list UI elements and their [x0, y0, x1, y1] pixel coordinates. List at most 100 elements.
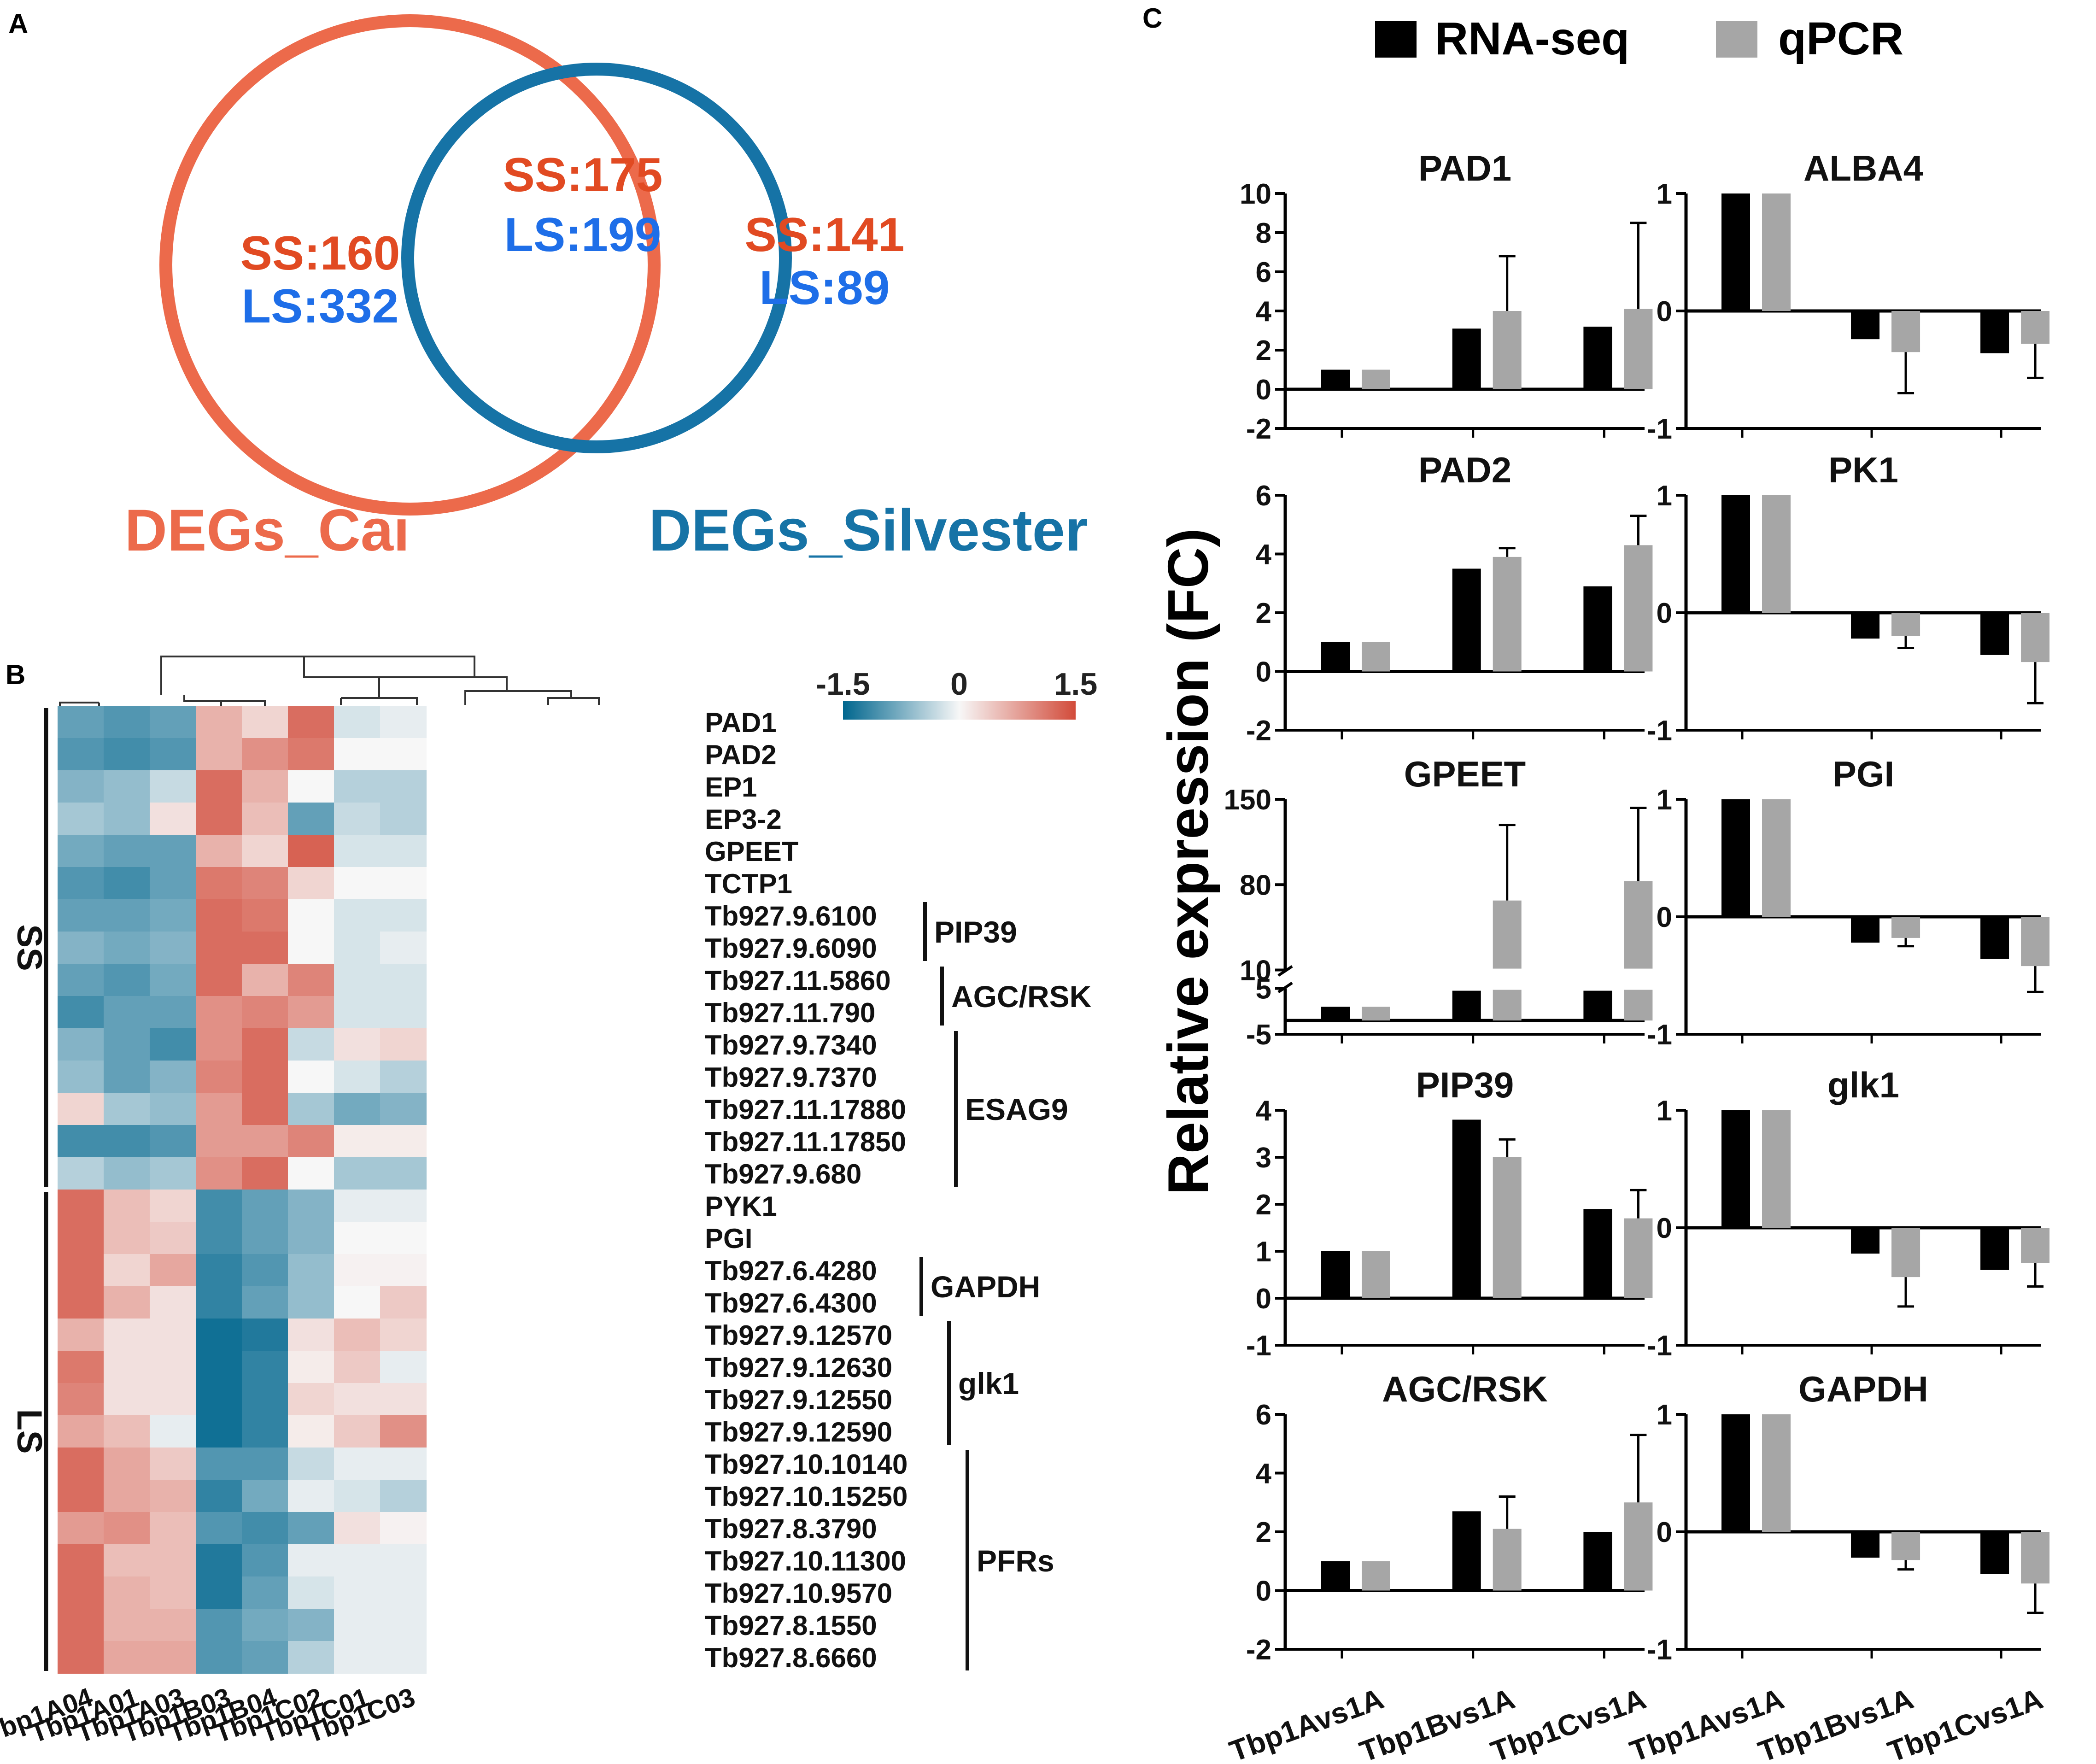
heat-cell-tb927-11-790-tbp1b03 [196, 996, 242, 1029]
legend-label-rnaseq: RNA-seq [1435, 13, 1629, 64]
bar-qpcr-tbp1bvs1a [1493, 1157, 1522, 1298]
heat-cell-tb927-8-3790-tbp1c01 [334, 1512, 381, 1545]
y-tick-label: -1 [1647, 1634, 1672, 1666]
heat-cell-pyk1-tbp1c03 [380, 1190, 427, 1222]
legend-label-qpcr: qPCR [1778, 13, 1903, 64]
heat-cell-tb927-9-12630-tbp1c03 [380, 1351, 427, 1383]
bar-rna-seq-tbp1bvs1a [1851, 917, 1880, 943]
heat-cell-tb927-10-11300-tbp1b04 [242, 1544, 288, 1577]
heat-cell-tb927-11-790-tbp1c03 [380, 996, 427, 1029]
bar-qpcr-tbp1cvs1a [2021, 917, 2050, 967]
heat-cell-tb927-11-17850-tbp1a03 [150, 1125, 196, 1158]
heat-cell-pgi-tbp1b04 [242, 1222, 288, 1254]
heat-cell-tb927-8-1550-tbp1c02 [288, 1609, 334, 1641]
heat-cell-tb927-9-6100-tbp1a01 [104, 899, 150, 932]
heat-cell-tb927-9-12570-tbp1c01 [334, 1319, 381, 1351]
subplot-pad2: PAD2 -2 0 2 4 6 [1246, 450, 1653, 747]
heat-cell-tb927-11-17880-tbp1a03 [150, 1093, 196, 1125]
heat-cell-tb927-11-5860-tbp1a01 [104, 964, 150, 996]
heat-cell-tb927-9-7370-tbp1c01 [334, 1061, 381, 1093]
heat-cell-tb927-9-6100-tbp1a03 [150, 899, 196, 932]
heat-cell-gpeet-tbp1c02 [288, 835, 334, 867]
bracket-label-glk1: glk1 [958, 1366, 1019, 1401]
heat-cell-tb927-9-12630-tbp1c01 [334, 1351, 381, 1383]
heat-cell-tb927-11-17850-tbp1b03 [196, 1125, 242, 1158]
heat-cell-pad1-tbp1a04 [58, 706, 104, 738]
heat-row-label: PAD1 [705, 707, 777, 738]
venn-overlap-ss: SS:175 [503, 148, 663, 202]
heat-cell-tb927-10-10140-tbp1a01 [104, 1448, 150, 1480]
heat-row-label: Tb927.8.3790 [705, 1513, 877, 1544]
heat-cell-tb927-9-12570-tbp1c03 [380, 1319, 427, 1351]
heat-cell-tb927-8-1550-tbp1a01 [104, 1609, 150, 1641]
bar-rna-seq-tbp1cvs1a [1980, 1532, 2009, 1574]
heat-row-label: Tb927.9.6090 [705, 933, 877, 964]
heat-cell-tb927-10-15250-tbp1c02 [288, 1480, 334, 1512]
bar-rna-seq-tbp1bvs1a [1452, 990, 1481, 1021]
heat-cell-tb927-9-12570-tbp1a04 [58, 1319, 104, 1351]
heatmap-cells [58, 706, 427, 1674]
bar-rna-seq-tbp1cvs1a [1583, 1532, 1612, 1591]
heat-cell-ep3-2-tbp1a04 [58, 803, 104, 835]
heat-cell-tb927-6-4300-tbp1c03 [380, 1286, 427, 1319]
dendro-branch [507, 690, 572, 698]
heat-cell-tb927-6-4300-tbp1b03 [196, 1286, 242, 1319]
heat-cell-ep1-tbp1a03 [150, 770, 196, 803]
heat-cell-tb927-9-6090-tbp1a03 [150, 932, 196, 964]
heat-row-label: Tb927.10.15250 [705, 1481, 907, 1512]
legend-swatch-qpcr [1716, 21, 1757, 58]
subplot-title: AGC/RSK [1382, 1369, 1548, 1409]
heat-cell-tctp1-tbp1a04 [58, 867, 104, 900]
heat-cell-tb927-10-10140-tbp1c02 [288, 1448, 334, 1480]
heat-row-label: Tb927.9.6100 [705, 901, 877, 932]
y-tick-label: 6 [1256, 257, 1271, 288]
heat-cell-tb927-11-5860-tbp1c01 [334, 964, 381, 996]
heat-cell-tb927-11-17880-tbp1a01 [104, 1093, 150, 1125]
venn-silvester-only-ss: SS:141 [745, 208, 905, 262]
heat-cell-tb927-10-15250-tbp1b03 [196, 1480, 242, 1512]
heat-cell-tctp1-tbp1a01 [104, 867, 150, 900]
y-tick-label: 6 [1256, 1399, 1271, 1431]
heat-cell-tb927-11-17880-tbp1c01 [334, 1093, 381, 1125]
heat-cell-tb927-11-5860-tbp1c03 [380, 964, 427, 996]
y-tick-label: 1 [1657, 1399, 1672, 1431]
heat-cell-tb927-9-7340-tbp1b04 [242, 1028, 288, 1061]
heat-cell-tb927-9-7340-tbp1c03 [380, 1028, 427, 1061]
heat-cell-tb927-9-12550-tbp1c03 [380, 1383, 427, 1416]
heat-row-label: Tb927.9.7340 [705, 1030, 877, 1061]
heat-cell-ep1-tbp1b04 [242, 770, 288, 803]
heat-cell-tb927-6-4280-tbp1a04 [58, 1254, 104, 1287]
bar-qpcr-tbp1bvs1a [1891, 1228, 1920, 1278]
y-tick-label: -5 [1246, 1019, 1271, 1051]
dendro-branch [304, 656, 475, 677]
heat-cell-pad2-tbp1a04 [58, 738, 104, 771]
colorbar: -1.5 0 1.5 [816, 667, 1097, 720]
heat-cell-tb927-8-1550-tbp1c03 [380, 1609, 427, 1641]
heat-cell-pad1-tbp1b03 [196, 706, 242, 738]
y-tick-label: 4 [1256, 1095, 1272, 1127]
venn-circle-cai [159, 14, 661, 516]
heat-row-label: Tb927.9.12570 [705, 1320, 892, 1351]
heat-cell-tb927-8-3790-tbp1a03 [150, 1512, 196, 1545]
heat-cell-tb927-10-15250-tbp1a01 [104, 1480, 150, 1512]
y-tick-label: -1 [1647, 1019, 1672, 1051]
heat-cell-tb927-10-11300-tbp1a04 [58, 1544, 104, 1577]
heat-cell-tb927-11-790-tbp1c01 [334, 996, 381, 1029]
bar-rna-seq-tbp1avs1a [1721, 1110, 1750, 1228]
heatmap-column-labels: Tbp1A04Tbp1A01Tbp1A03Tbp1B03Tbp1B04Tbp1C… [0, 1682, 419, 1749]
subplot-title: GAPDH [1798, 1369, 1928, 1409]
heat-cell-pad2-tbp1c02 [288, 738, 334, 771]
bar-qpcr-tbp1avs1a [1762, 193, 1791, 311]
y-tick-label: 0 [1256, 1576, 1271, 1607]
y-tick-label: -1 [1647, 715, 1672, 747]
heat-cell-pad2-tbp1a03 [150, 738, 196, 771]
dendro-branch [59, 702, 99, 706]
heat-cell-tb927-11-17850-tbp1c02 [288, 1125, 334, 1158]
heat-cell-tb927-9-12550-tbp1a04 [58, 1383, 104, 1416]
heat-cell-tb927-10-11300-tbp1c02 [288, 1544, 334, 1577]
dendro-branch [379, 676, 508, 691]
subplot-gapdh: GAPDH -1 0 1 [1647, 1369, 2050, 1666]
heat-cell-tb927-9-7340-tbp1b03 [196, 1028, 242, 1061]
heat-cell-tb927-6-4300-tbp1a04 [58, 1286, 104, 1319]
heat-cell-tb927-9-6100-tbp1a04 [58, 899, 104, 932]
